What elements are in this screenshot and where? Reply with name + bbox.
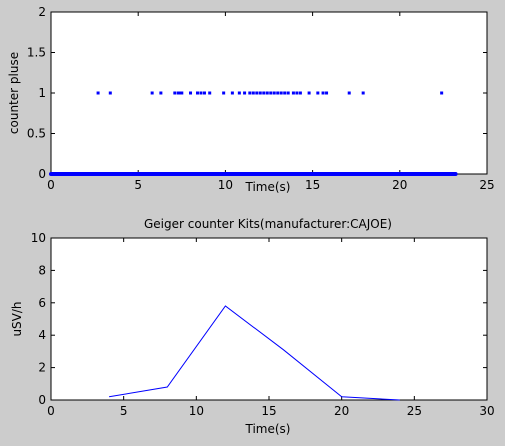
pulse-point — [361, 91, 365, 95]
dose-xtick-label: 15 — [261, 404, 276, 418]
dose-line — [109, 305, 400, 401]
pulse-point — [159, 91, 163, 95]
dose-xtick-label: 10 — [189, 404, 204, 418]
dose-plot-ticks: 0 5 10 15 20 25 30 0 2 4 6 8 10 — [31, 231, 495, 418]
dose-xtick-label: 5 — [120, 404, 128, 418]
dose-plot: Geiger counter Kits(manufacturer:CAJOE) … — [10, 217, 495, 436]
pulse-point — [262, 91, 266, 95]
pulse-point — [176, 91, 180, 95]
pulse-point — [279, 91, 283, 95]
pulse-xtick-label: 25 — [479, 178, 494, 192]
pulse-plot-ticks: 0 5 10 15 20 25 0 0.5 1 1.5 2 — [27, 5, 495, 192]
pulse-point — [230, 91, 234, 95]
pulse-xtick-label: 5 — [134, 178, 142, 192]
pulse-xtick-label: 20 — [392, 178, 407, 192]
pulse-point — [180, 91, 184, 95]
pulse-point — [298, 91, 302, 95]
dose-xtick-label: 0 — [47, 404, 55, 418]
pulse-point — [195, 91, 199, 95]
pulse-point — [248, 91, 252, 95]
pulse-point — [291, 91, 295, 95]
pulse-point — [295, 91, 299, 95]
dose-xtick-label: 25 — [407, 404, 422, 418]
pulse-point — [199, 91, 203, 95]
dose-xtick-label: 20 — [334, 404, 349, 418]
pulse-point — [321, 91, 325, 95]
pulse-point — [258, 91, 262, 95]
pulse-ytick-label: 0.5 — [27, 127, 46, 141]
pulse-point — [237, 91, 241, 95]
pulse-point — [325, 91, 329, 95]
pulse-point — [316, 91, 320, 95]
pulse-point — [150, 91, 154, 95]
pulse-point — [202, 91, 206, 95]
pulse-ytick-label: 1.5 — [27, 46, 46, 60]
dose-ytick-label: 10 — [31, 231, 46, 245]
pulse-plot-ylabel: counter pluse — [7, 52, 21, 134]
pulse-point — [283, 91, 287, 95]
pulse-plot-marks — [49, 91, 458, 176]
dose-ytick-label: 4 — [38, 328, 46, 342]
pulse-point — [178, 91, 182, 95]
pulse-point — [265, 91, 269, 95]
pulse-point — [286, 91, 290, 95]
pulse-plot-area — [50, 11, 488, 175]
dose-plot-title: Geiger counter Kits(manufacturer:CAJOE) — [144, 217, 392, 231]
pulse-ytick-label: 0 — [38, 167, 46, 181]
dose-ytick-label: 6 — [38, 296, 46, 310]
pulse-plot: 0 5 10 15 20 25 0 0.5 1 1.5 2 Time(s) counter plus… — [7, 5, 495, 194]
pulse-ytick-label: 1 — [38, 86, 46, 100]
pulse-point — [96, 91, 100, 95]
pulse-point — [440, 91, 444, 95]
dose-ytick-label: 0 — [38, 393, 46, 407]
pulse-plot-xlabel: Time(s) — [245, 180, 291, 194]
dose-ytick-label: 2 — [38, 361, 46, 375]
dose-plot-ylabel: uSV/h — [10, 301, 24, 336]
pulse-point — [269, 91, 273, 95]
pulse-point — [251, 91, 255, 95]
pulse-xtick-label: 0 — [47, 178, 55, 192]
pulse-point — [276, 91, 280, 95]
pulse-point — [243, 91, 247, 95]
pulse-point — [222, 91, 226, 95]
pulse-xtick-label: 15 — [305, 178, 320, 192]
dose-plot-marks — [109, 305, 400, 401]
pulse-point — [272, 91, 276, 95]
pulse-point — [189, 91, 193, 95]
pulse-ytick-label: 2 — [38, 5, 46, 19]
pulse-point — [255, 91, 259, 95]
dose-plot-xlabel: Time(s) — [245, 422, 291, 436]
pulse-point — [173, 91, 177, 95]
pulse-point — [307, 91, 311, 95]
dose-ytick-label: 8 — [38, 263, 46, 277]
dose-xtick-label: 30 — [479, 404, 494, 418]
pulse-point — [208, 91, 212, 95]
pulse-point — [347, 91, 351, 95]
pulse-xtick-label: 10 — [218, 178, 233, 192]
dose-plot-area — [50, 237, 488, 401]
pulse-point — [108, 91, 112, 95]
